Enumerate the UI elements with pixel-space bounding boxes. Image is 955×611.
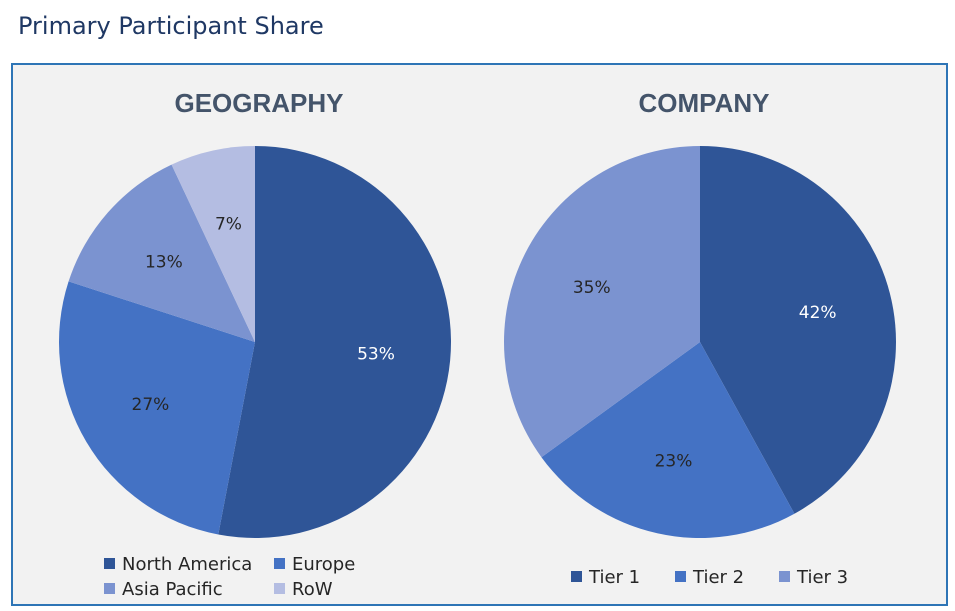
geography-legend-item-asia-pacific: Asia Pacific bbox=[104, 579, 223, 600]
geography-slice-row bbox=[171, 146, 255, 342]
geography-legend-swatch-north-america bbox=[104, 558, 115, 569]
geography-legend-swatch-europe bbox=[274, 558, 285, 569]
company-legend-swatch-tier-3 bbox=[779, 571, 790, 582]
company-legend-swatch-tier-2 bbox=[675, 571, 686, 582]
geography-legend-item-north-america: North America bbox=[104, 554, 252, 575]
company-legend-label-tier-3: Tier 3 bbox=[796, 567, 848, 588]
geography-legend-swatch-row bbox=[274, 583, 285, 594]
company-legend-label-tier-1: Tier 1 bbox=[588, 567, 640, 588]
geography-chart-title: GEOGRAPHY bbox=[174, 88, 343, 118]
geography-slice-asia-pacific bbox=[68, 164, 255, 342]
company-legend-item-tier-3: Tier 3 bbox=[779, 567, 848, 588]
geography-legend-label-europe: Europe bbox=[292, 554, 355, 575]
geography-legend: North America Europe Asia Pacific RoW bbox=[104, 554, 355, 600]
geography-pie: 53% 27% 13% 7% bbox=[59, 146, 451, 538]
geography-label-europe: 27% bbox=[132, 395, 170, 415]
company-legend: Tier 1 Tier 2 Tier 3 bbox=[571, 567, 848, 588]
company-legend-item-tier-2: Tier 2 bbox=[675, 567, 744, 588]
company-legend-label-tier-2: Tier 2 bbox=[692, 567, 744, 588]
geography-legend-label-row: RoW bbox=[292, 579, 333, 600]
geography-slice-europe bbox=[59, 281, 256, 535]
company-slice-tier-2 bbox=[541, 342, 795, 538]
company-legend-item-tier-1: Tier 1 bbox=[571, 567, 640, 588]
page-title: Primary Participant Share bbox=[18, 12, 324, 40]
company-label-tier-3: 35% bbox=[573, 278, 611, 298]
geography-legend-swatch-asia-pacific bbox=[104, 583, 115, 594]
company-pie: 42% 23% 35% bbox=[504, 146, 896, 538]
geography-legend-label-north-america: North America bbox=[122, 554, 252, 575]
geography-label-north-america: 53% bbox=[357, 344, 395, 364]
company-slice-tier-3 bbox=[504, 146, 700, 458]
company-legend-swatch-tier-1 bbox=[571, 571, 582, 582]
geography-slice-north-america bbox=[218, 146, 451, 538]
company-label-tier-1: 42% bbox=[799, 303, 837, 323]
company-label-tier-2: 23% bbox=[655, 452, 693, 472]
company-slice-tier-1 bbox=[700, 146, 896, 514]
geography-label-row: 7% bbox=[215, 214, 242, 234]
geography-legend-item-europe: Europe bbox=[274, 554, 355, 575]
geography-label-asia-pacific: 13% bbox=[145, 253, 183, 273]
geography-legend-item-row: RoW bbox=[274, 579, 333, 600]
company-chart-title: COMPANY bbox=[639, 88, 770, 118]
geography-legend-label-asia-pacific: Asia Pacific bbox=[122, 579, 223, 600]
